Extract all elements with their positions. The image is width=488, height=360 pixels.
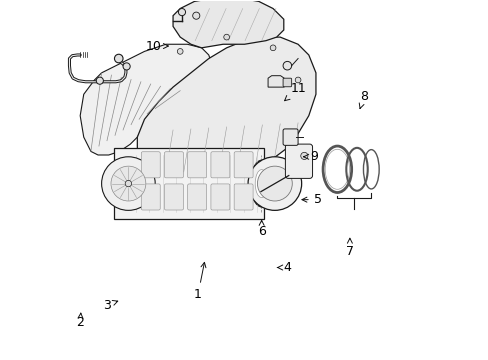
FancyBboxPatch shape	[285, 144, 312, 179]
Polygon shape	[267, 76, 284, 87]
Circle shape	[178, 9, 185, 16]
FancyBboxPatch shape	[210, 184, 229, 210]
Circle shape	[192, 12, 200, 19]
Circle shape	[283, 62, 291, 70]
Polygon shape	[114, 148, 264, 219]
Circle shape	[96, 77, 103, 84]
FancyBboxPatch shape	[187, 184, 206, 210]
Circle shape	[257, 166, 292, 201]
Ellipse shape	[250, 160, 272, 207]
FancyBboxPatch shape	[234, 152, 253, 178]
FancyBboxPatch shape	[283, 78, 291, 87]
Text: 11: 11	[284, 82, 305, 101]
Circle shape	[295, 77, 300, 83]
Circle shape	[300, 152, 307, 159]
Circle shape	[125, 180, 131, 187]
Text: 3: 3	[103, 298, 118, 311]
FancyBboxPatch shape	[164, 184, 183, 210]
Text: 4: 4	[277, 261, 291, 274]
Circle shape	[247, 157, 301, 210]
Polygon shape	[173, 0, 283, 48]
Ellipse shape	[255, 170, 267, 198]
Circle shape	[102, 157, 155, 210]
FancyBboxPatch shape	[141, 152, 160, 178]
Text: 1: 1	[194, 262, 205, 301]
Circle shape	[224, 34, 229, 40]
FancyBboxPatch shape	[141, 184, 160, 210]
Text: 9: 9	[303, 150, 318, 163]
Circle shape	[114, 54, 123, 63]
Text: 6: 6	[257, 220, 265, 238]
Circle shape	[177, 49, 183, 54]
Polygon shape	[137, 37, 315, 176]
FancyBboxPatch shape	[283, 129, 298, 145]
FancyBboxPatch shape	[187, 152, 206, 178]
FancyBboxPatch shape	[234, 184, 253, 210]
Circle shape	[123, 63, 130, 70]
Text: 10: 10	[145, 40, 168, 53]
Text: 7: 7	[345, 238, 353, 258]
Text: 2: 2	[76, 313, 84, 329]
FancyBboxPatch shape	[164, 152, 183, 178]
Text: 8: 8	[359, 90, 367, 108]
Circle shape	[111, 166, 145, 201]
FancyBboxPatch shape	[210, 152, 229, 178]
Circle shape	[270, 45, 275, 51]
Polygon shape	[80, 44, 212, 155]
Text: 5: 5	[301, 193, 321, 206]
